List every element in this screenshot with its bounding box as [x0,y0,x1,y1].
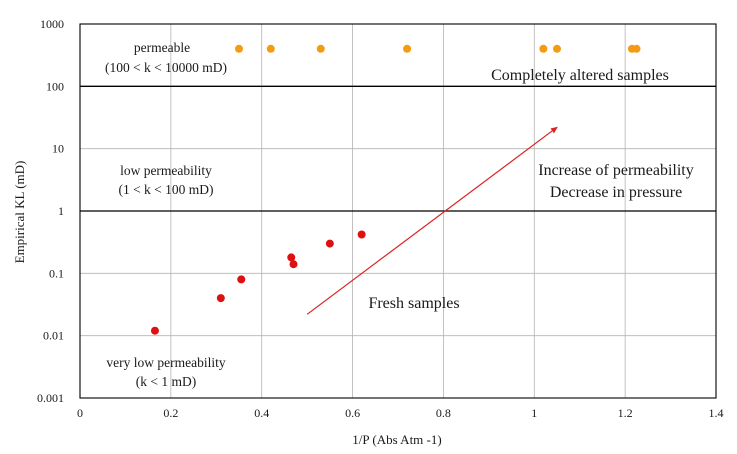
y-tick-label: 0.1 [49,266,64,280]
x-axis-title: 1/P (Abs Atm -1) [352,432,441,447]
grid [79,23,717,399]
plot-frame [79,23,717,399]
fresh-sample-point [287,253,296,262]
annotations: Completely altered samples Fresh samples… [368,67,693,312]
altered-sample-point [316,44,325,53]
region-permeable-range: (100 < k < 10000 mD) [105,60,227,75]
altered-sample-point [403,44,412,53]
region-permeable-label: permeable [134,40,190,55]
altered-sample-point [266,44,275,53]
y-tick-label: 1000 [40,17,64,31]
fresh-sample-point [289,260,298,269]
fresh-sample-point [237,275,246,284]
fresh-sample-point [150,326,159,335]
x-tick-label: 1.4 [709,406,724,420]
x-tick-label: 0.2 [163,406,178,420]
data-points [150,44,641,335]
fresh-samples-label: Fresh samples [368,295,459,312]
altered-sample-point [235,44,243,53]
altered-samples-label: Completely altered samples [491,67,669,84]
tick-labels: 0 0.2 0.4 0.6 0.8 1 1.2 1.4 0.001 0.01 0.1 1 10 100 10… [37,17,724,420]
y-tick-label: 1 [58,204,64,218]
x-tick-label: 0.8 [436,406,451,420]
trend-label-2: Decrease in pressure [550,184,682,201]
region-very-low-range: (k < 1 mD) [136,374,196,389]
y-axis-title: Empirical KL (mD) [12,161,27,264]
y-tick-label: 0.01 [43,329,64,343]
y-tick-label: 10 [52,142,64,156]
trend-label-1: Increase of permeability [538,162,693,179]
region-labels: permeable (100 < k < 10000 mD) low perme… [105,40,227,389]
x-tick-label: 1 [531,406,537,420]
x-tick-label: 0.4 [254,406,269,420]
fresh-sample-point [216,294,225,303]
x-tick-label: 0.6 [345,406,360,420]
region-very-low-label: very low permeability [106,355,225,370]
fresh-sample-point [357,230,366,239]
y-tick-label: 100 [46,79,64,93]
x-tick-label: 1.2 [618,406,633,420]
trend-arrow [306,126,558,315]
altered-sample-point [553,44,561,53]
region-low-label: low permeability [120,163,212,178]
x-tick-label: 0 [77,406,83,420]
region-low-range: (1 < k < 100 mD) [118,182,213,197]
y-tick-label: 0.001 [37,391,64,405]
altered-sample-point [539,44,548,53]
altered-sample-point [632,44,641,53]
fresh-sample-point [325,239,334,248]
